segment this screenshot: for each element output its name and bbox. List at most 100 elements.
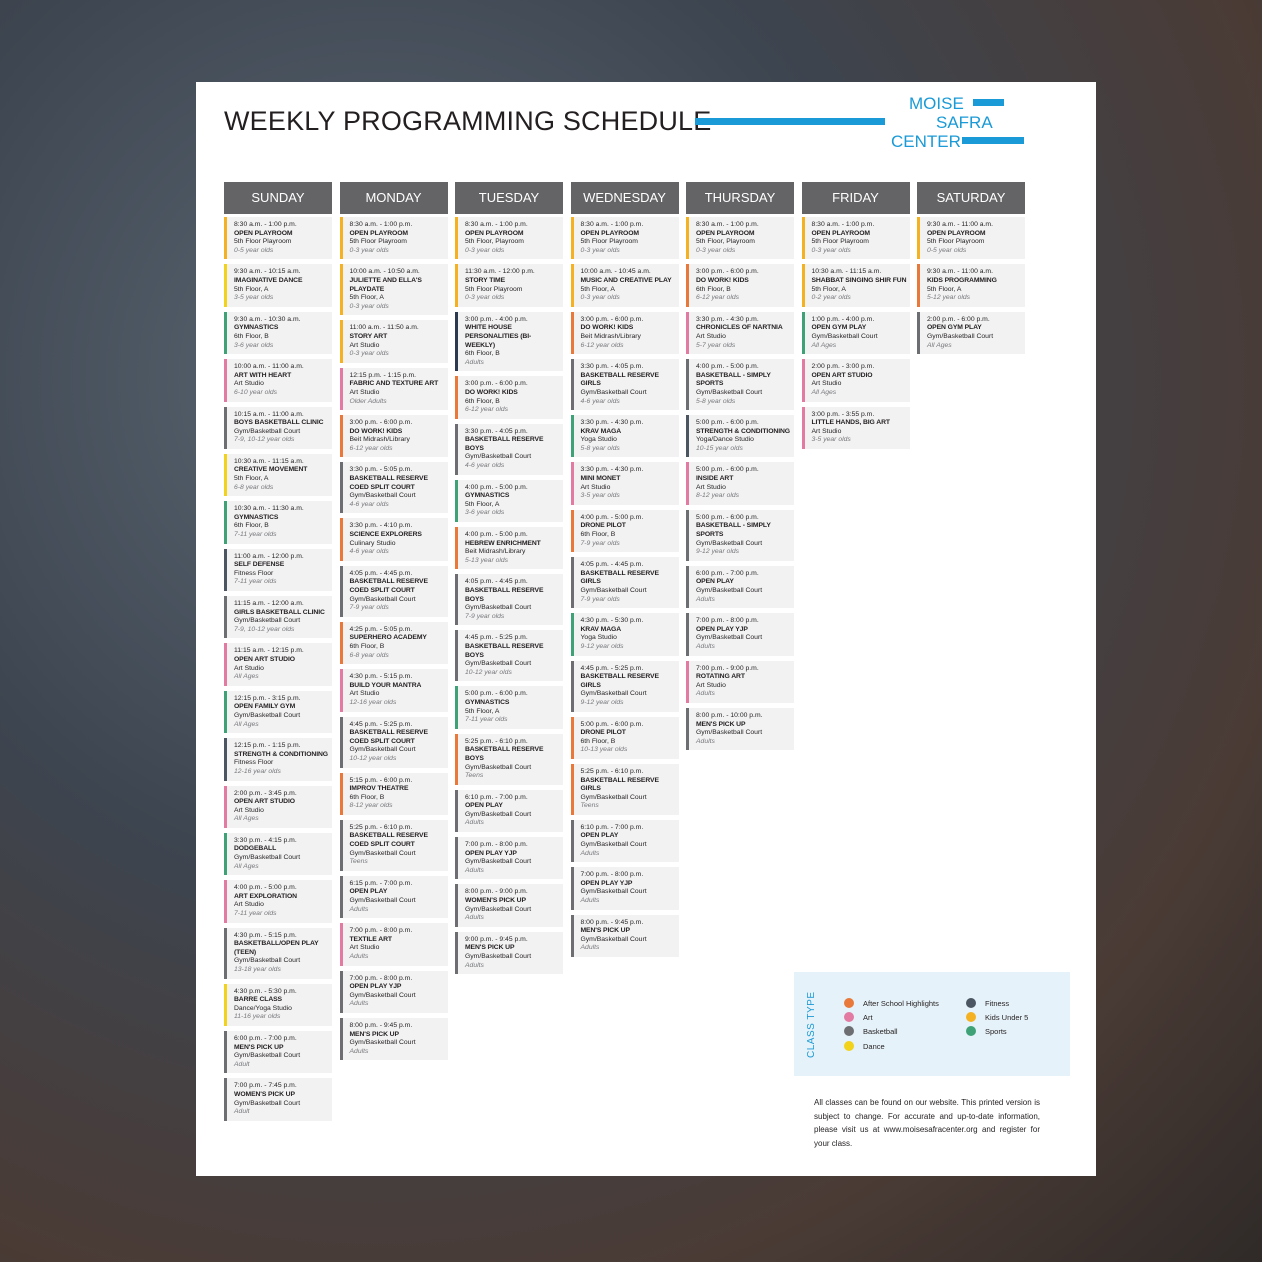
day-header: FRIDAY bbox=[801, 182, 910, 214]
class-entry: 3:30 p.m. - 4:05 p.m. BASKETBALL RESERVE … bbox=[455, 423, 563, 475]
class-entry: 7:00 p.m. - 8:00 p.m. OPEN PLAY YJP Gym/Ba… bbox=[339, 970, 448, 1013]
class-entry: 5:00 p.m. - 6:00 p.m. DRONE PILOT 6th Floo… bbox=[570, 716, 679, 759]
class-entry: 8:30 a.m. - 1:00 p.m. OPEN PLAYROOM 5th Fl… bbox=[339, 217, 448, 260]
class-title: OPEN PLAY bbox=[696, 578, 734, 586]
class-time: 9:30 a.m. - 11:00 a.m. bbox=[927, 268, 993, 276]
class-location: 6th Floor, B bbox=[234, 332, 269, 340]
legend-item: Fitness bbox=[966, 998, 1009, 1008]
class-time: 4:00 p.m. - 5:00 p.m. bbox=[465, 483, 528, 491]
class-time: 8:30 a.m. - 1:00 p.m. bbox=[580, 221, 644, 228]
class-ages: 9-12 year olds bbox=[580, 642, 624, 650]
class-entry: 7:00 p.m. - 7:45 p.m. WOMEN'S PICK UP Gym/… bbox=[224, 1078, 332, 1121]
class-title: DO WORK! KIDS bbox=[349, 427, 403, 435]
class-ages: 7-9 year olds bbox=[349, 604, 389, 612]
class-title: BASKETBALL RESERVE BOYS bbox=[465, 436, 544, 452]
day-header: TUESDAY bbox=[455, 182, 563, 214]
class-ages: Adults bbox=[349, 905, 369, 913]
class-location: Culinary Studio bbox=[349, 539, 396, 547]
class-location: Art Studio bbox=[234, 380, 264, 388]
class-title: WHITE HOUSE PERSONALITIES (BI-WEEKLY) bbox=[465, 324, 532, 349]
class-title: BASKETBALL RESERVE COED SPLIT COURT bbox=[349, 578, 429, 594]
class-location: Gym/Basketball Court bbox=[580, 587, 647, 594]
class-entry: 4:00 p.m. - 5:00 p.m. BASKETBALL - SIMPLY… bbox=[686, 359, 794, 411]
class-location: 5th Floor Playroom bbox=[580, 238, 638, 246]
class-ages: Adults bbox=[696, 737, 715, 745]
class-location: Gym/Basketball Court bbox=[234, 617, 301, 625]
class-time: 4:30 p.m. - 5:30 p.m. bbox=[234, 987, 297, 995]
class-location: 5th Floor, A bbox=[811, 285, 846, 293]
class-time: 5:15 p.m. - 6:00 p.m. bbox=[349, 776, 413, 784]
class-ages: 5-7 year olds bbox=[696, 341, 736, 349]
class-title: MEN'S PICK UP bbox=[696, 720, 746, 728]
class-location: 5th Floor Playroom bbox=[811, 238, 869, 246]
class-location: Gym/Basketball Court bbox=[580, 888, 647, 896]
class-location: Gym/Basketball Court bbox=[234, 854, 301, 862]
class-ages: 0-3 year olds bbox=[696, 246, 736, 254]
class-entry: 7:00 p.m. - 8:00 p.m. OPEN PLAY YJP Gym/Ba… bbox=[686, 613, 794, 656]
class-location: 6th Floor, B bbox=[696, 285, 731, 293]
legend-item: Kids Under 5 bbox=[966, 1012, 1028, 1022]
day-header: THURSDAY bbox=[686, 182, 794, 214]
class-location: Gym/Basketball Court bbox=[811, 332, 878, 340]
class-location: Fitness Floor bbox=[234, 759, 274, 767]
class-title: DO WORK! KIDS bbox=[696, 276, 749, 284]
class-time: 4:00 p.m. - 5:00 p.m. bbox=[696, 363, 759, 371]
class-ages: Adults bbox=[465, 819, 484, 827]
class-title: ROTATING ART bbox=[696, 673, 745, 681]
class-title: KRAV MAGA bbox=[580, 625, 622, 633]
logo-text: MOISE bbox=[909, 94, 964, 113]
legend-item: After School Highlights bbox=[844, 998, 939, 1008]
legend-label: Basketball bbox=[863, 1026, 898, 1036]
class-time: 5:00 p.m. - 6:00 p.m. bbox=[465, 690, 528, 698]
class-location: Gym/Basketball Court bbox=[465, 858, 532, 866]
day-column: MONDAY 8:30 a.m. - 1:00 p.m. OPEN PLAYROOM… bbox=[339, 182, 448, 1126]
class-title: BASKETBALL RESERVE COED SPLIT COURT bbox=[349, 832, 429, 849]
class-time: 11:15 a.m. - 12:00 a.m. bbox=[234, 600, 304, 607]
class-location: Gym/Basketball Court bbox=[580, 935, 647, 943]
class-title: OPEN PLAYROOM bbox=[234, 229, 293, 237]
class-entry: 6:15 p.m. - 7:00 p.m. OPEN PLAY Gym/Basket… bbox=[339, 875, 448, 919]
class-entry: 4:30 p.m. - 5:30 p.m. BARRE CLASS Dance/Yo… bbox=[224, 983, 332, 1026]
class-location: Art Studio bbox=[349, 341, 380, 349]
class-time: 5:00 p.m. - 6:00 p.m. bbox=[696, 419, 759, 427]
class-ages: Adults bbox=[465, 914, 484, 922]
legend-item: Basketball bbox=[844, 1026, 898, 1036]
class-ages: All Ages bbox=[927, 341, 952, 349]
class-entry: 10:00 a.m. - 10:50 a.m. JULIETTE AND ELLA… bbox=[339, 264, 448, 316]
class-ages: 10-12 year olds bbox=[349, 754, 397, 762]
class-ages: 7-11 year olds bbox=[234, 910, 277, 918]
class-location: 6th Floor, B bbox=[580, 737, 616, 745]
class-ages: 8-12 year olds bbox=[349, 802, 393, 810]
class-ages: Adults bbox=[580, 849, 600, 857]
class-title: BASKETBALL/OPEN PLAY (TEEN) bbox=[234, 940, 319, 956]
class-entry: 6:10 p.m. - 7:00 p.m. OPEN PLAY Gym/Basket… bbox=[570, 819, 679, 863]
day-header: MONDAY bbox=[339, 182, 448, 214]
class-title: BARRE CLASS bbox=[234, 996, 282, 1004]
class-location: Beit Midrash/Library bbox=[465, 548, 526, 556]
day-header: SATURDAY bbox=[917, 182, 1025, 214]
class-location: Gym/Basketball Court bbox=[580, 690, 647, 698]
class-entry: 8:30 a.m. - 1:00 p.m. OPEN PLAYROOM 5th Fl… bbox=[686, 217, 794, 260]
class-title: OPEN FAMILY GYM bbox=[234, 703, 296, 711]
class-title: ART WITH HEART bbox=[234, 371, 292, 379]
class-time: 4:05 p.m. - 4:45 p.m. bbox=[580, 561, 644, 569]
legend-swatch bbox=[966, 1026, 976, 1036]
class-time: 7:00 p.m. - 9:00 p.m. bbox=[696, 664, 759, 672]
class-entry: 10:30 a.m. - 11:30 a.m. GYMNASTICS 6th Flo… bbox=[224, 501, 332, 544]
class-title: OPEN PLAY YJP bbox=[696, 625, 748, 633]
class-location: Gym/Basketball Court bbox=[234, 427, 301, 435]
class-title: MEN'S PICK UP bbox=[349, 1030, 400, 1038]
class-entry: 10:30 a.m. - 11:15 a.m. SHABBAT SINGING S… bbox=[801, 264, 910, 307]
class-time: 2:00 p.m. - 3:45 p.m. bbox=[234, 789, 297, 797]
class-location: Gym/Basketball Court bbox=[580, 841, 647, 849]
class-title: MEN'S PICK UP bbox=[465, 944, 515, 952]
class-ages: 0-3 year olds bbox=[811, 246, 851, 254]
class-entry: 3:00 p.m. - 3:55 p.m. LITTLE HANDS, BIG A… bbox=[801, 406, 910, 449]
class-ages: 0-3 year olds bbox=[349, 302, 389, 310]
class-title: STRENGTH & CONDITIONING bbox=[234, 750, 328, 758]
class-title: IMAGINATIVE DANCE bbox=[234, 276, 303, 284]
class-entry: 7:00 p.m. - 8:00 p.m. OPEN PLAY YJP Gym/Ba… bbox=[570, 867, 679, 910]
class-location: 6th Floor, B bbox=[349, 642, 385, 650]
class-ages: 0-2 year olds bbox=[811, 294, 851, 302]
class-time: 6:00 p.m. - 7:00 p.m. bbox=[696, 569, 759, 577]
